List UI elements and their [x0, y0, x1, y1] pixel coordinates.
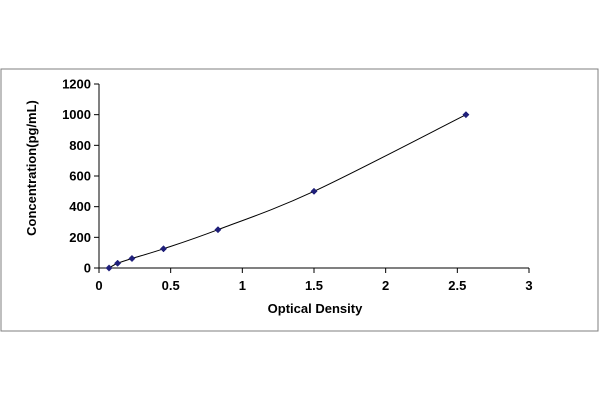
x-tick-label: 2.5 [448, 278, 466, 293]
y-tick-label: 600 [69, 169, 91, 184]
x-tick-label: 0.5 [162, 278, 180, 293]
x-tick-label: 2 [382, 278, 389, 293]
y-axis-ticks: 0 200 400 600 800 1000 1200 [62, 77, 99, 276]
data-point [310, 187, 318, 195]
x-tick-label: 1.5 [305, 278, 323, 293]
data-markers [105, 111, 470, 272]
y-tick-label: 1200 [62, 77, 91, 92]
data-point [114, 259, 122, 267]
data-point [214, 226, 222, 234]
y-tick-label: 800 [69, 138, 91, 153]
y-tick-label: 200 [69, 230, 91, 245]
x-axis-title: Optical Density [268, 301, 363, 316]
x-axis-ticks: 0 0.5 1 1.5 2 2.5 3 [95, 268, 533, 293]
y-axis-title: Concentration(pg/mL) [24, 100, 39, 236]
data-point [105, 264, 113, 272]
y-tick-label: 0 [84, 261, 91, 276]
y-tick-label: 1000 [62, 107, 91, 122]
x-tick-label: 1 [239, 278, 246, 293]
chart-border [0, 68, 599, 332]
data-point [462, 111, 470, 119]
data-point [159, 245, 168, 253]
x-tick-label: 0 [95, 278, 102, 293]
y-tick-label: 400 [69, 199, 91, 214]
data-point [128, 254, 136, 263]
x-tick-label: 3 [525, 278, 532, 293]
